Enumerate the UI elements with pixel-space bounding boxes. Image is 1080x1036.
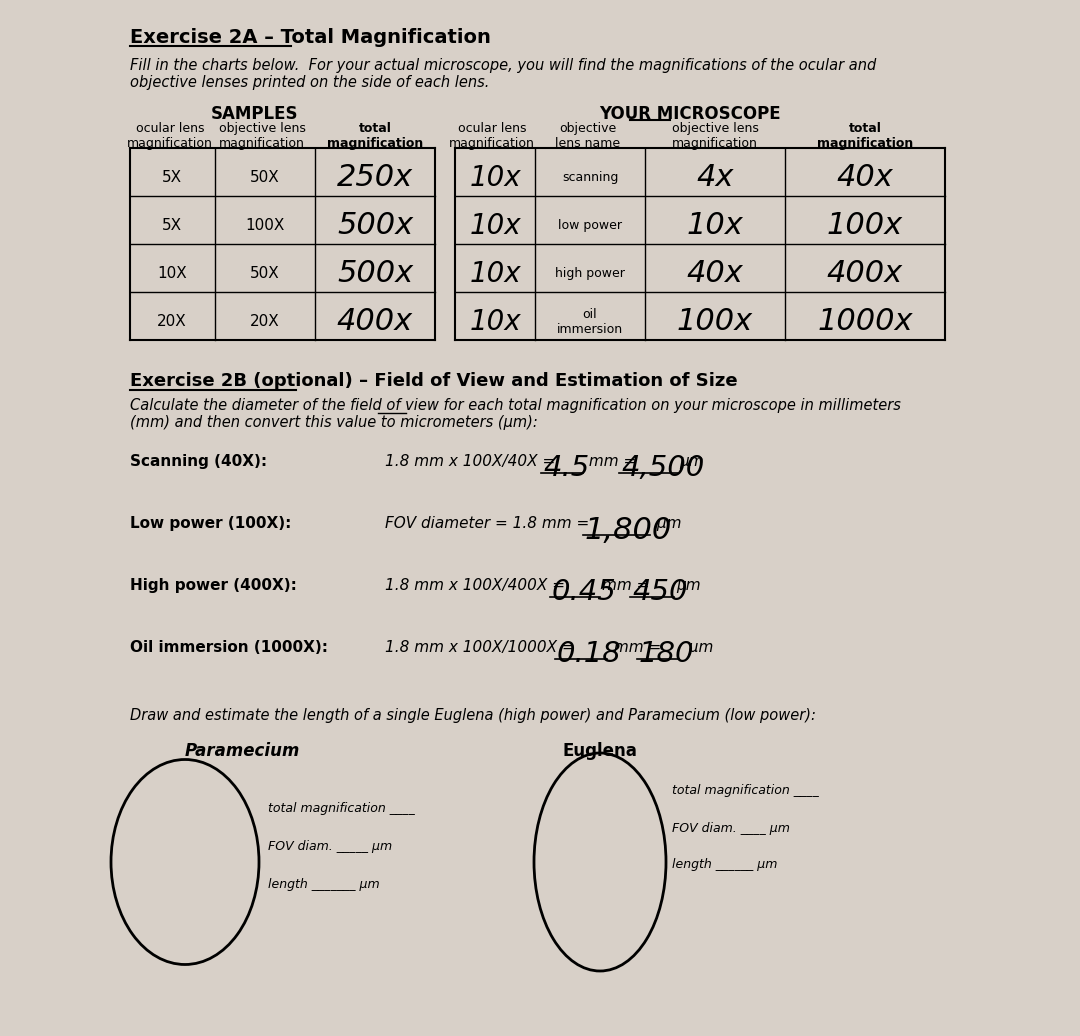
- Text: 4,500: 4,500: [621, 454, 704, 482]
- Text: Calculate the diameter of the field of view for each total magnification on your: Calculate the diameter of the field of v…: [130, 398, 901, 430]
- Text: 10x: 10x: [469, 164, 521, 192]
- Text: mm =: mm =: [602, 578, 654, 593]
- Text: 10x: 10x: [469, 212, 521, 240]
- Text: FOV diameter = 1.8 mm =: FOV diameter = 1.8 mm =: [384, 516, 594, 531]
- Text: FOV diam. ____ μm: FOV diam. ____ μm: [672, 822, 789, 835]
- Text: ocular lens
magnification: ocular lens magnification: [127, 122, 213, 150]
- Text: Fill in the charts below.  For your actual microscope, you will find the magnifi: Fill in the charts below. For your actua…: [130, 58, 876, 90]
- Text: μm: μm: [652, 516, 681, 531]
- Text: total magnification ____: total magnification ____: [268, 802, 415, 815]
- Text: 1.8 mm x 100X/400X =: 1.8 mm x 100X/400X =: [384, 578, 570, 593]
- Text: Low power (100X):: Low power (100X):: [130, 516, 292, 531]
- Text: 1.8 mm x 100X/1000X =: 1.8 mm x 100X/1000X =: [384, 640, 580, 655]
- Text: length ______ μm: length ______ μm: [672, 858, 778, 871]
- Text: Exercise 2A – Total Magnification: Exercise 2A – Total Magnification: [130, 28, 491, 47]
- Text: 0.45: 0.45: [552, 578, 617, 606]
- Text: 400x: 400x: [337, 308, 413, 337]
- Text: total
magnification: total magnification: [327, 122, 423, 150]
- Text: Euglena: Euglena: [563, 742, 637, 760]
- Text: 50X: 50X: [251, 266, 280, 282]
- Text: 0.18: 0.18: [557, 640, 622, 668]
- Text: 40x: 40x: [837, 164, 893, 193]
- Text: objective lens
magnification: objective lens magnification: [672, 122, 758, 150]
- Text: 1.8 mm x 100X/40X =: 1.8 mm x 100X/40X =: [384, 454, 561, 469]
- Text: mm =: mm =: [584, 454, 642, 469]
- Text: 1,800: 1,800: [585, 516, 672, 545]
- Text: 10X: 10X: [157, 266, 187, 282]
- Text: 500x: 500x: [337, 211, 413, 240]
- Text: 100X: 100X: [245, 219, 285, 233]
- Text: 250x: 250x: [337, 164, 413, 193]
- Text: Exercise 2B (optional) – Field of View and Estimation of Size: Exercise 2B (optional) – Field of View a…: [130, 372, 738, 390]
- Text: high power: high power: [555, 267, 625, 281]
- Text: ocular lens
magnification: ocular lens magnification: [449, 122, 535, 150]
- Text: YOUR MICROSCOPE: YOUR MICROSCOPE: [599, 105, 781, 123]
- Text: Draw and estimate the length of a single Euglena (high power) and Paramecium (lo: Draw and estimate the length of a single…: [130, 708, 815, 723]
- Text: low power: low power: [558, 220, 622, 232]
- Text: 450: 450: [632, 578, 688, 606]
- Text: 50X: 50X: [251, 171, 280, 185]
- Text: 40x: 40x: [687, 259, 743, 288]
- Text: objective
lens name: objective lens name: [555, 122, 621, 150]
- Text: 180: 180: [639, 640, 694, 668]
- Text: μm: μm: [679, 454, 704, 469]
- Text: FOV diam. _____ μm: FOV diam. _____ μm: [268, 840, 392, 853]
- Text: 100x: 100x: [827, 211, 903, 240]
- Text: High power (400X):: High power (400X):: [130, 578, 297, 593]
- Text: 10x: 10x: [469, 260, 521, 288]
- Text: 10x: 10x: [687, 211, 743, 240]
- Text: 5X: 5X: [162, 171, 183, 185]
- Text: Oil immersion (1000X):: Oil immersion (1000X):: [130, 640, 328, 655]
- Text: 4x: 4x: [697, 164, 733, 193]
- Text: 400x: 400x: [827, 259, 903, 288]
- Text: 5X: 5X: [162, 219, 183, 233]
- Text: objective lens
magnification: objective lens magnification: [218, 122, 306, 150]
- Text: oil
immersion: oil immersion: [557, 308, 623, 336]
- Text: 20X: 20X: [251, 315, 280, 329]
- Text: 4.5: 4.5: [543, 454, 590, 482]
- Text: μm: μm: [676, 578, 701, 593]
- Text: 100x: 100x: [677, 308, 753, 337]
- Text: scanning: scanning: [562, 172, 618, 184]
- Text: 20X: 20X: [157, 315, 187, 329]
- Text: Paramecium: Paramecium: [185, 742, 300, 760]
- Text: length _______ μm: length _______ μm: [268, 877, 380, 891]
- Text: μm: μm: [679, 640, 714, 655]
- Text: SAMPLES: SAMPLES: [212, 105, 299, 123]
- Text: total
magnification: total magnification: [816, 122, 913, 150]
- Text: 500x: 500x: [337, 259, 413, 288]
- Text: 1000x: 1000x: [818, 308, 913, 337]
- Text: 10x: 10x: [469, 308, 521, 336]
- Text: total magnification ____: total magnification ____: [672, 784, 819, 797]
- Text: Scanning (40X):: Scanning (40X):: [130, 454, 267, 469]
- Text: mm =: mm =: [609, 640, 666, 655]
